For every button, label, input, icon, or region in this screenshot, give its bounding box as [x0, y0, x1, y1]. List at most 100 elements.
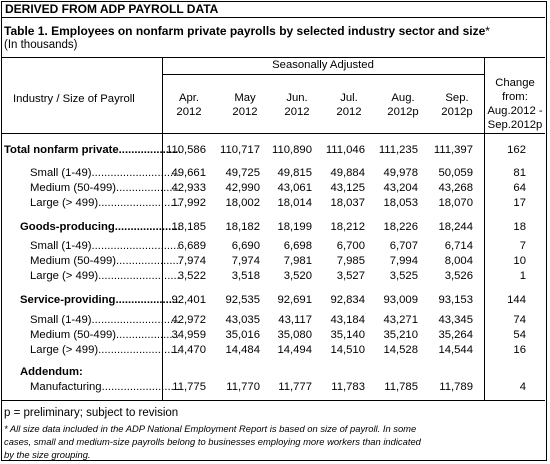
table-cell: 49,661 [171, 167, 206, 179]
table-cell: 6,707 [389, 240, 418, 252]
table-cell: 49,815 [277, 167, 312, 179]
table-cell: 43,125 [330, 182, 365, 194]
header-bottom-rule [2, 133, 545, 134]
table-cell: 111,397 [433, 144, 473, 156]
leader-dots: ........................................… [91, 314, 180, 326]
table-cell: 35,016 [225, 329, 260, 341]
table-cell: 8,004 [444, 255, 473, 267]
footnote-line: by the size grouping. [4, 449, 91, 460]
table-cell: 93,153 [438, 294, 473, 306]
row-header: Industry / Size of Payroll [13, 93, 135, 105]
row-label: Total nonfarm private...................… [4, 144, 180, 156]
table-cell: 18,037 [330, 197, 365, 209]
column-header-month: May [234, 92, 256, 104]
table-cell: 14,484 [225, 344, 260, 356]
column-divider [162, 57, 163, 400]
table-cell: 43,345 [438, 314, 473, 326]
table-cell: 110,890 [272, 144, 312, 156]
table-cell: 50,059 [438, 167, 473, 179]
table-cell: 42,990 [225, 182, 260, 194]
table-cell: 110,717 [220, 144, 260, 156]
table-cell: 18,199 [277, 221, 312, 233]
table-cell: 3,525 [389, 270, 418, 282]
row-label: Large (> 499)...........................… [30, 197, 180, 209]
leader-dots: ........................................… [114, 221, 180, 233]
row-label: Small (1-49)............................… [30, 167, 180, 179]
table-cell: 43,271 [383, 314, 418, 326]
row-label: Medium (50-499).........................… [30, 255, 180, 267]
column-header-year: 2012p [387, 106, 419, 118]
table-units: (In thousands) [4, 39, 78, 51]
table-cell: 18,182 [225, 221, 260, 233]
row-label: Small (1-49)............................… [30, 314, 180, 326]
table-cell: 43,061 [277, 182, 312, 194]
table-cell: 49,978 [383, 167, 418, 179]
table-cell: 42,933 [171, 182, 206, 194]
row-label-text: Large (> 499) [30, 270, 99, 282]
table-cell: 6,700 [336, 240, 365, 252]
row-label: Addendum: [20, 366, 160, 378]
table-cell: 14,470 [171, 344, 206, 356]
table-cell: 18,244 [438, 221, 473, 233]
row-label-text: Addendum: [20, 366, 83, 378]
table-cell: 14,510 [330, 344, 365, 356]
footnote-line: * All size data included in the ADP Nati… [4, 423, 417, 434]
leader-dots: ........................................… [91, 167, 180, 179]
change-column-header: from: [502, 91, 528, 103]
table-cell: 43,117 [278, 314, 312, 326]
leader-dots: ........................................… [116, 182, 180, 194]
row-label-text: Medium (50-499) [30, 329, 117, 341]
table-cell: 11,783 [331, 381, 365, 393]
table-cell: 3,527 [336, 270, 365, 282]
column-header-month: Sep. [445, 92, 469, 104]
change-cell: 10 [513, 255, 526, 267]
table-cell: 92,691 [277, 294, 312, 306]
table-cell: 11,777 [278, 381, 312, 393]
table-cell: 35,080 [277, 329, 312, 341]
leader-dots: ........................................… [101, 381, 180, 393]
column-header-month: Jun. [286, 92, 308, 104]
table-cell: 92,535 [225, 294, 260, 306]
table-cell: 43,204 [383, 182, 418, 194]
table-cell: 7,994 [389, 255, 418, 267]
column-header-year: 2012p [441, 106, 473, 118]
table-cell: 3,526 [444, 270, 473, 282]
footnote-preliminary: p = preliminary; subject to revision [4, 407, 179, 419]
row-label: Service-providing.......................… [20, 294, 180, 306]
row-label-text: Small (1-49) [30, 314, 92, 326]
table-cell: 43,184 [330, 314, 365, 326]
change-cell: 18 [513, 221, 526, 233]
table-cell: 93,009 [383, 294, 418, 306]
row-label: Small (1-49)............................… [30, 240, 180, 252]
table-cell: 18,053 [383, 197, 418, 209]
table-cell: 92,834 [330, 294, 365, 306]
table-cell: 7,985 [336, 255, 365, 267]
table-cell: 3,522 [177, 270, 206, 282]
column-header-year: 2012 [232, 106, 258, 118]
change-cell: 144 [507, 294, 526, 306]
row-label-text: Small (1-49) [30, 167, 92, 179]
table-cell: 18,070 [438, 197, 473, 209]
leader-dots: ........................................… [118, 144, 180, 156]
table-cell: 34,959 [171, 329, 206, 341]
table-cell: 18,212 [330, 221, 365, 233]
change-cell: 7 [519, 240, 526, 252]
change-column-header: Sep.2012p [487, 119, 543, 131]
change-cell: 4 [519, 381, 526, 393]
table-cell: 43,268 [438, 182, 473, 194]
table-cell: 14,528 [383, 344, 418, 356]
table-cell: 49,725 [225, 167, 260, 179]
column-header-year: 2012 [176, 106, 202, 118]
table-cell: 18,002 [225, 197, 260, 209]
table-cell: 7,974 [177, 255, 206, 267]
row-label: Medium (50-499).........................… [30, 182, 180, 194]
table-title-text: Table 1. Employees on nonfarm private pa… [4, 24, 486, 38]
row-label-text: Medium (50-499) [30, 255, 117, 267]
table-cell: 92,401 [171, 294, 206, 306]
leader-dots: ........................................… [98, 270, 180, 282]
table-cell: 111,046 [325, 144, 365, 156]
table-cell: 11,785 [384, 381, 418, 393]
row-label-text: Large (> 499) [30, 344, 99, 356]
table-cell: 6,714 [444, 240, 473, 252]
